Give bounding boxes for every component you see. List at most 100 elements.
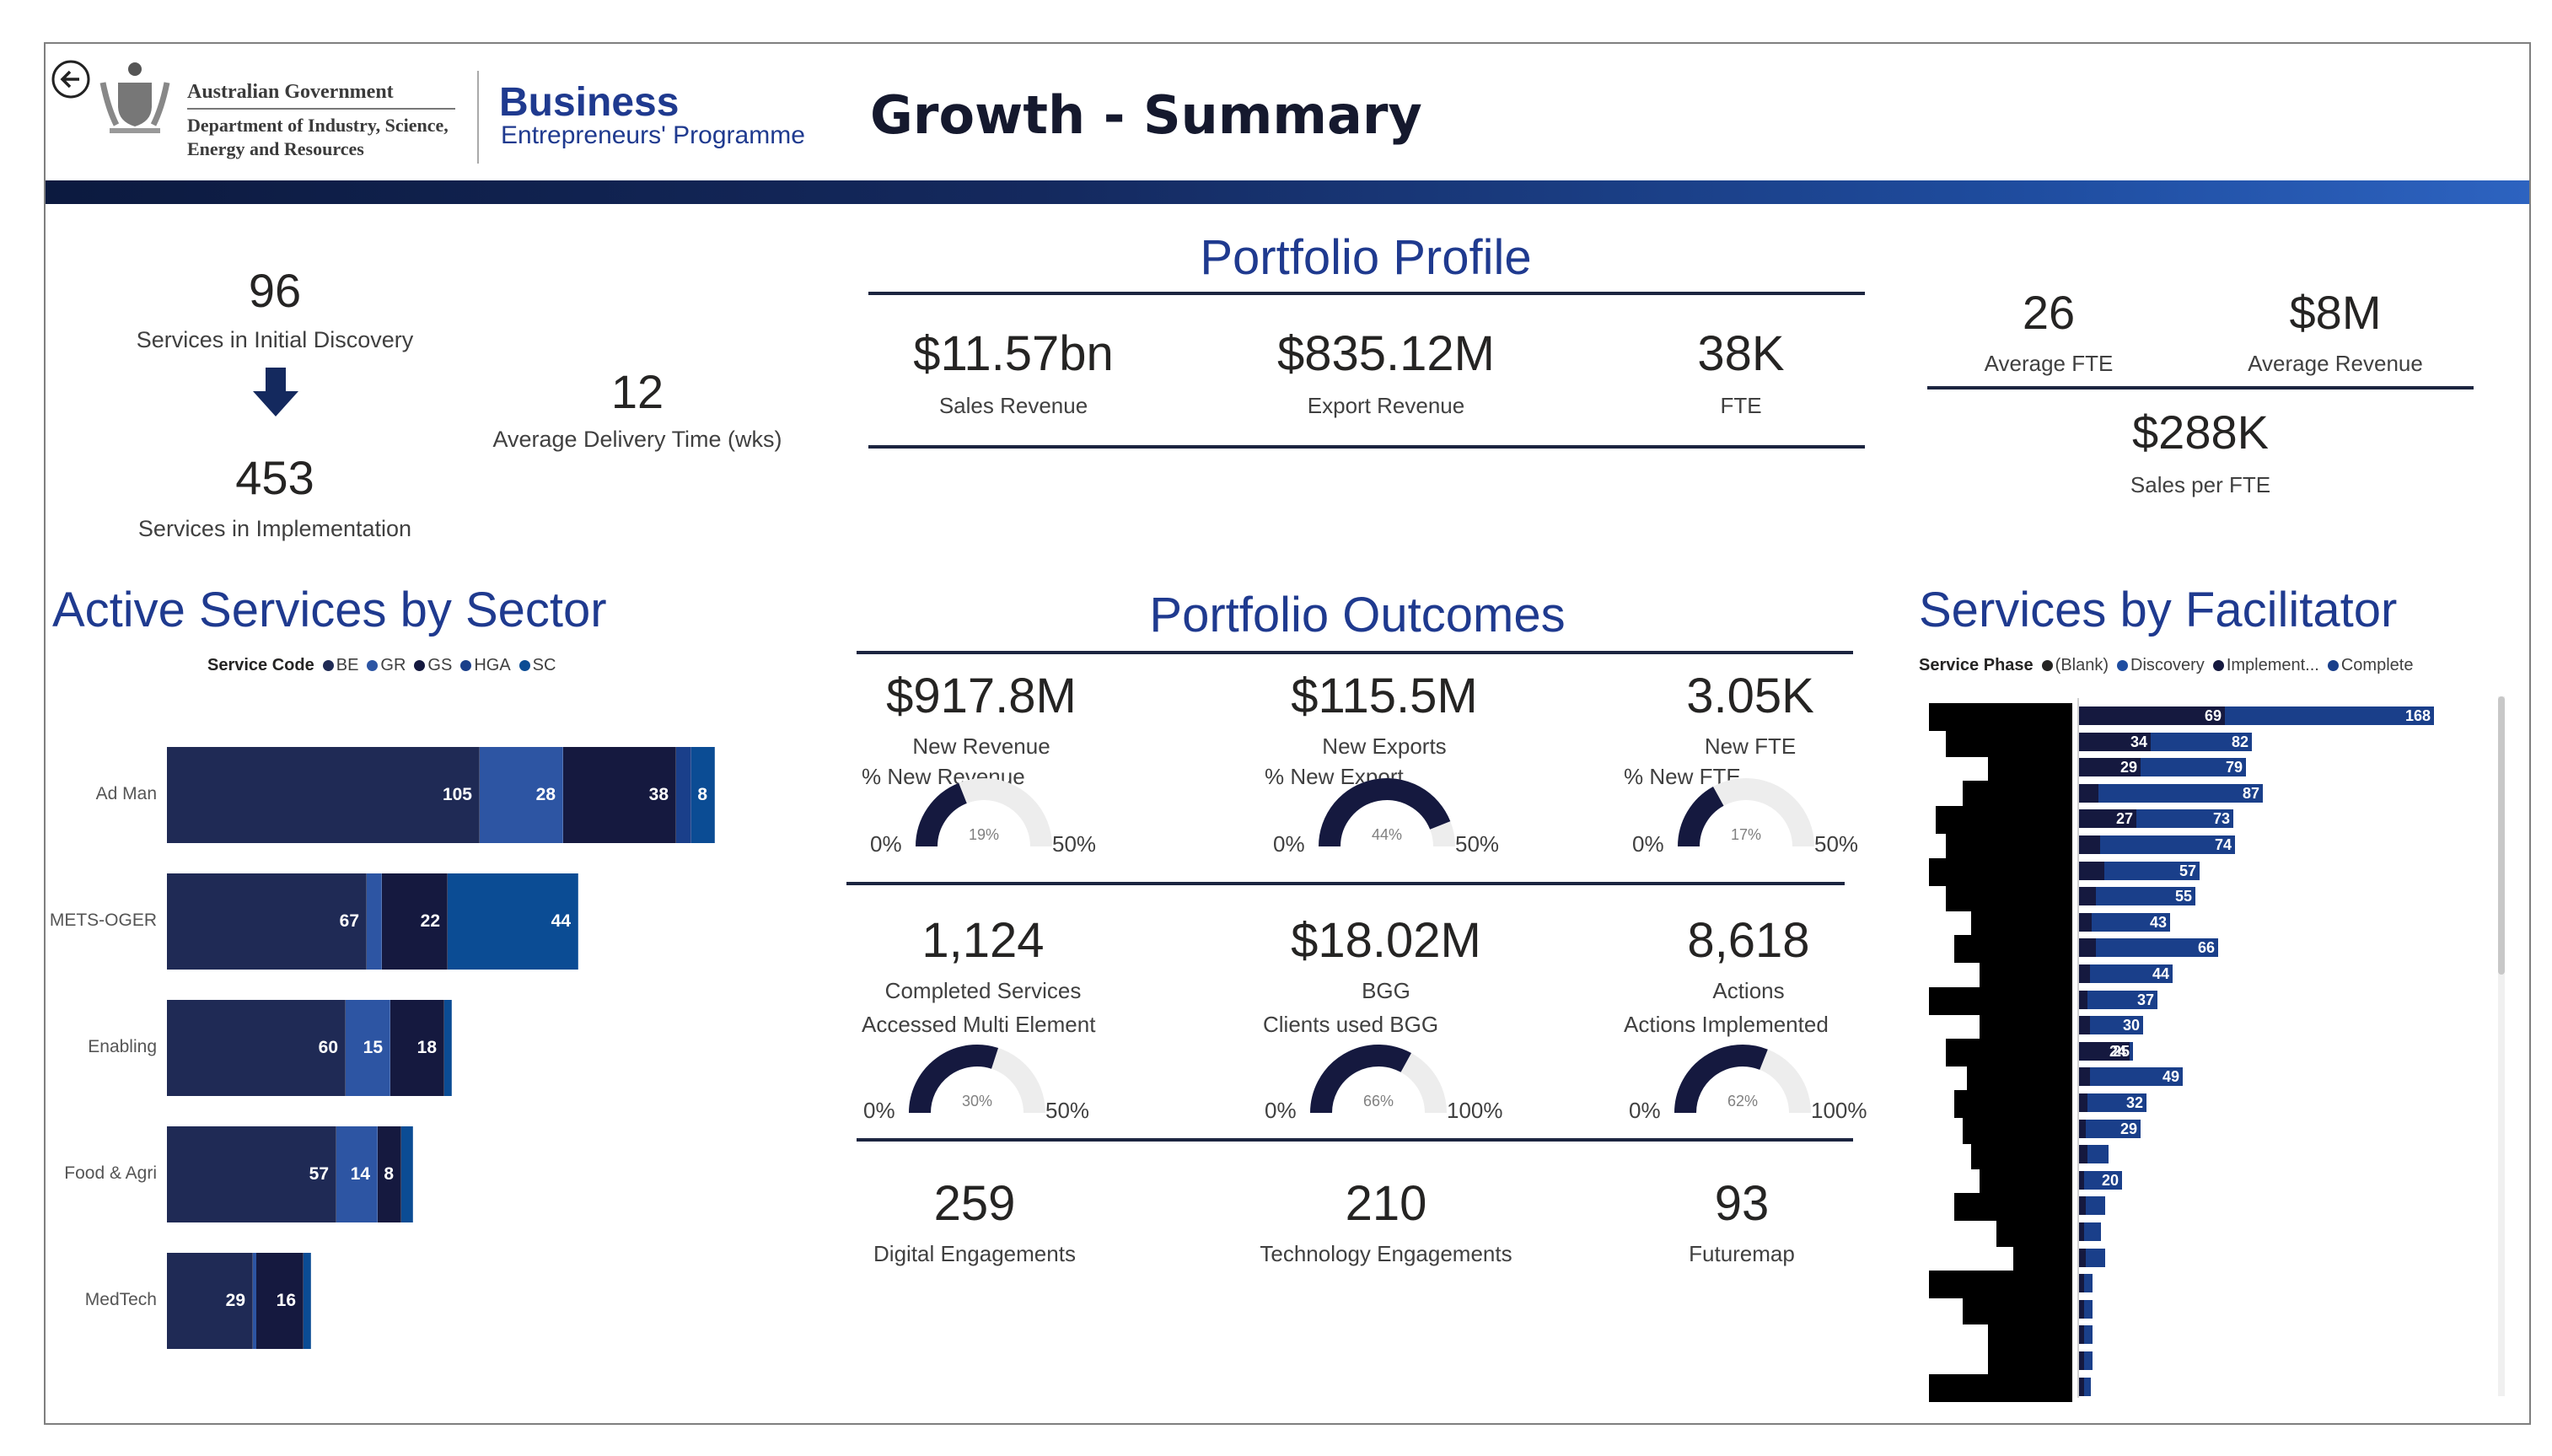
- facilitator-bar-label: 32: [2125, 1093, 2143, 1111]
- facilitator-name-redacted: [1963, 1297, 2072, 1324]
- facilitator-bar-implementation: [2079, 938, 2096, 957]
- facilitator-name-redacted: [1980, 1013, 2072, 1040]
- gauge-fill: [1319, 778, 1451, 847]
- gauge-arc: [1310, 1045, 1447, 1114]
- facilitator-bar-label: 29: [2120, 758, 2137, 776]
- legend-item: Discovery: [2109, 656, 2205, 674]
- facilitator-bar-implementation: [2079, 1300, 2084, 1319]
- facilitator-bar-implementation: [2079, 1016, 2090, 1034]
- averages-rule: [1927, 386, 2474, 390]
- gov-line-1: Australian Government: [187, 81, 394, 103]
- outcome-value: 1,124: [921, 913, 1045, 968]
- facilitator-bar-implementation: [2079, 1171, 2084, 1190]
- facilitator-bar-complete: 20: [2084, 1171, 2122, 1190]
- sector-bar-segment: 67: [167, 873, 367, 970]
- legend-label: (Blank): [2055, 656, 2109, 674]
- sector-bar-segment: 16: [256, 1253, 304, 1349]
- gauge-arc: [1674, 1045, 1811, 1114]
- facilitator-name-redacted: [1946, 884, 2072, 911]
- coat-of-arms-icon: [93, 57, 177, 142]
- facilitator-chart-title: Services by Facilitator: [1919, 583, 2398, 637]
- gauge-max: 50%: [1045, 1098, 1090, 1123]
- facilitator-bar-complete: 66: [2096, 938, 2218, 957]
- sector-bar-segment: 8: [378, 1126, 401, 1222]
- facilitator-bar-implementation: [2079, 913, 2092, 932]
- legend-label: Implement...: [2226, 656, 2319, 674]
- facilitator-name-redacted: [1967, 1064, 2072, 1092]
- legend-dot: [414, 660, 426, 672]
- sector-bar-segment: 57: [167, 1126, 336, 1222]
- facilitator-legend: Service Phase (Blank) Discovery Implement..…: [1919, 656, 2413, 675]
- sector-bar: 57 14 8: [167, 1126, 414, 1222]
- legend-dot: [322, 660, 334, 672]
- facilitator-bar-implementation: [2079, 784, 2098, 803]
- outcome-label: Completed Services: [884, 978, 1082, 1003]
- legend-label: Discovery: [2130, 656, 2205, 674]
- facilitator-bar-implementation: [2079, 887, 2096, 905]
- legend-item: SC: [511, 656, 556, 674]
- facilitator-axis-line: [2077, 698, 2079, 1398]
- facilitator-bar-implementation: [2079, 1274, 2084, 1292]
- facilitator-bar-label: 29: [2120, 1120, 2137, 1137]
- sector-category-label: Food & Agri: [64, 1163, 157, 1183]
- legend-label: Complete: [2340, 656, 2414, 674]
- facilitator-name-redacted: [1929, 858, 2072, 886]
- discovery-value: 96: [248, 264, 302, 317]
- facilitator-bar-label: 73: [2212, 809, 2230, 827]
- sector-bar-label: 8: [697, 785, 707, 804]
- gauge-fill: [916, 782, 968, 847]
- facilitator-name-redacted: [1954, 935, 2072, 963]
- outcome-value: $917.8M: [886, 669, 1077, 723]
- facilitator-bar-label: 57: [2179, 862, 2196, 879]
- gauge-title: Accessed Multi Element: [862, 1012, 1096, 1037]
- facilitator-bar-label: 43: [2149, 913, 2167, 931]
- profile-value: $835.12M: [1277, 326, 1495, 381]
- gauge-title: Clients used BGG: [1263, 1012, 1439, 1037]
- sector-bar-label: 14: [350, 1164, 370, 1184]
- sector-bar-label: 60: [318, 1038, 338, 1057]
- facilitator-name-redacted: [1946, 1039, 2072, 1066]
- outcome-label: New Revenue: [912, 733, 1050, 759]
- facilitator-name-redacted: [1971, 1142, 2072, 1169]
- sector-bar-segment: 29: [167, 1253, 253, 1349]
- sector-bar-label: 57: [309, 1164, 329, 1184]
- sector-legend: Service Code BE GR GS HGA SC: [207, 656, 556, 675]
- sector-chart-title: Active Services by Sector: [52, 583, 607, 637]
- facilitator-name-redacted: [1936, 806, 2072, 834]
- facilitator-name-redacted: [1980, 961, 2072, 989]
- legend-dot: [460, 660, 472, 672]
- facilitator-legend-title: Service Phase: [1919, 656, 2034, 674]
- sales-per-fte-label: Sales per FTE: [2130, 472, 2271, 497]
- gauge-arc: [1678, 778, 1814, 847]
- facilitator-bar-implementation: [2079, 1222, 2084, 1241]
- legend-item: BE: [314, 656, 358, 674]
- gauge-center-value: 17%: [1730, 826, 1762, 843]
- legend-item: (Blank): [2034, 656, 2109, 674]
- facilitator-bar-implementation: [2079, 1093, 2087, 1112]
- facilitator-bar-complete: 168: [2225, 707, 2434, 725]
- legend-dot: [2041, 660, 2053, 672]
- sector-bar-segment: 8: [691, 747, 715, 843]
- sector-bar-label: 38: [648, 785, 669, 804]
- legend-item: GS: [406, 656, 452, 674]
- facilitator-scrollbar[interactable]: [2498, 696, 2505, 1396]
- outcome-value: 210: [1345, 1176, 1427, 1231]
- legend-dot: [2212, 660, 2224, 672]
- sector-bar-segment: [304, 1253, 311, 1349]
- legend-item: HGA: [452, 656, 511, 674]
- facilitator-name-redacted: [1988, 1348, 2072, 1376]
- facilitator-name-redacted: [1929, 1271, 2072, 1298]
- facilitator-bar-implementation: 24: [2079, 1042, 2130, 1061]
- back-button[interactable]: [51, 59, 91, 99]
- facilitator-bar-complete: 44: [2090, 964, 2173, 983]
- profile-value: 38K: [1697, 326, 1785, 381]
- facilitator-bar-complete: [2084, 1222, 2101, 1241]
- page-title: Growth - Summary: [870, 84, 1422, 146]
- facilitator-bar-complete: 79: [2141, 758, 2246, 776]
- implementation-label: Services in Implementation: [137, 516, 412, 541]
- facilitator-bar-label: 49: [2162, 1067, 2179, 1085]
- outcome-value: 259: [933, 1176, 1016, 1231]
- facilitator-scroll-thumb[interactable]: [2498, 696, 2505, 975]
- facilitator-name-redacted: [1929, 1374, 2072, 1402]
- facilitator-name-redacted: [1929, 987, 2072, 1015]
